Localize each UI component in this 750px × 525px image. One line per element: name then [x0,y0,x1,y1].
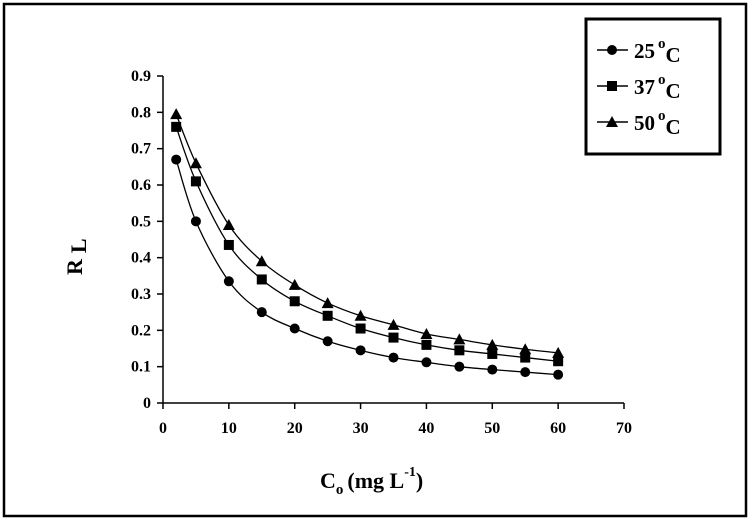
data-point-square [171,121,182,132]
data-point-square [223,239,234,250]
x-tick-label: 20 [287,420,303,437]
legend-marker-triangle [606,116,618,127]
data-point-square [454,345,465,356]
x-tick-label: 30 [353,420,369,437]
data-point-triangle [222,218,235,230]
data-point-triangle [170,108,183,120]
data-point-circle [190,216,201,227]
data-point-circle [520,367,531,378]
y-tick-label: 0.7 [131,141,151,158]
data-point-square [355,323,366,334]
legend: 25 oC 37 oC 50 oC [584,17,722,156]
data-point-circle [223,276,234,287]
y-tick-label: 0.6 [131,177,151,194]
data-point-triangle [288,278,301,290]
y-tick-label: 0.1 [131,359,151,376]
x-tick-label: 60 [550,420,566,437]
x-tick-label: 10 [221,420,237,437]
data-point-triangle [387,318,400,330]
y-tick-label: 0.9 [131,68,151,85]
data-point-square [289,296,300,307]
y-tick-label: 0.8 [131,104,151,121]
series-25-circle [171,154,564,380]
y-axis-title: RL [62,238,91,275]
legend-label: 37 oC [634,72,681,103]
legend-items: 25 oC 37 oC 50 oC [597,36,681,139]
data-point-circle [289,323,300,334]
series-50-triangle [170,108,565,358]
data-point-square [190,176,201,187]
data-point-triangle [420,327,433,339]
x-axis-title: Co (mg L-1) [320,465,423,498]
data-point-triangle [552,346,565,358]
data-point-square [322,310,333,321]
data-point-circle [487,364,498,375]
legend-item: 50 oC [597,108,681,139]
data-point-triangle [453,333,466,345]
data-point-square [388,332,399,343]
data-point-circle [355,345,366,356]
series-37-square [171,121,564,367]
legend-item: 25 oC [597,36,681,67]
data-point-triangle [354,309,367,321]
chart-frame [2,2,748,518]
data-point-circle [421,357,432,368]
data-point-circle [388,352,399,363]
data-point-circle [454,361,465,372]
data-point-circle [171,154,182,165]
data-point-triangle [321,297,334,309]
legend-label: 50 oC [634,108,681,139]
data-point-circle [322,336,333,347]
y-tick-label: 0.5 [131,213,151,230]
data-point-square [421,339,432,350]
data-point-triangle [486,338,499,350]
x-tick-label: 40 [418,420,434,437]
data-point-circle [553,369,564,380]
x-tick-label: 50 [484,420,500,437]
data-point-triangle [189,157,202,169]
y-tick-label: 0 [143,395,151,412]
legend-label: 25 oC [634,36,681,67]
data-point-triangle [519,343,532,355]
series-line [175,113,559,354]
legend-marker-circle [607,45,617,55]
x-tick-label: 70 [616,420,632,437]
data-point-square [553,356,564,367]
legend-item: 37 oC [597,72,681,103]
series-line [175,159,559,376]
axis-ticks: 0 0.1 0.2 0.3 0.4 0.5 0.6 0.7 0.8 0.9 0 10 20 30 40 50 6… [131,68,632,437]
x-tick-label: 0 [159,420,167,437]
legend-marker-square [607,81,617,91]
y-tick-label: 0.3 [131,286,151,303]
data-point-triangle [255,255,268,267]
y-tick-label: 0.4 [131,250,151,267]
data-point-circle [256,307,267,318]
y-tick-label: 0.2 [131,322,151,339]
data-point-square [256,274,267,285]
data-point-square [520,352,531,363]
series-layer [170,108,565,380]
data-point-square [487,348,498,359]
